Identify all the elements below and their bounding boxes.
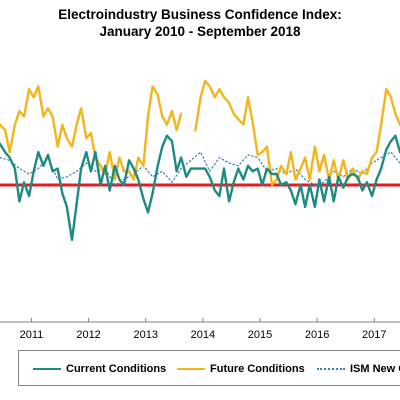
chart-title: Electroindustry Business Confidence Inde… <box>0 6 400 40</box>
chart-title-line-2: January 2010 - September 2018 <box>99 24 301 39</box>
x-tick-label: 2011 <box>20 329 44 340</box>
x-tick-label: 2014 <box>191 329 215 340</box>
axis-layer <box>0 318 400 323</box>
series-layer <box>0 79 400 241</box>
tick-label-layer: 2011 2012 2013 2014 2015 2016 2017 <box>20 329 387 340</box>
line-chart: 2011 2012 2013 2014 2015 2016 2017 <box>0 79 400 340</box>
x-tick-label: 2016 <box>305 329 329 340</box>
legend-label-future-conditions: Future Conditions <box>210 363 305 375</box>
series-line-current-conditions <box>0 134 400 241</box>
chart-title-line-1: Electroindustry Business Confidence Inde… <box>58 7 342 22</box>
legend-swatch-future-conditions <box>177 368 205 370</box>
x-tick-label: 2013 <box>133 329 157 340</box>
x-tick-label: 2012 <box>76 329 100 340</box>
series-line-future-conditions <box>194 79 400 187</box>
legend-label-ism-new-orders: ISM New O <box>350 363 400 375</box>
chart-legend: Current Conditions Future Conditions ISM… <box>18 350 400 386</box>
x-tick-label: 2015 <box>248 329 272 340</box>
legend-swatch-current-conditions <box>33 368 61 370</box>
legend-label-current-conditions: Current Conditions <box>66 363 167 375</box>
x-tick-label: 2017 <box>362 329 386 340</box>
legend-swatch-ism-new-orders <box>317 368 345 370</box>
series-line-ism-new-o <box>0 151 400 186</box>
series-line-future-conditions <box>0 85 183 181</box>
